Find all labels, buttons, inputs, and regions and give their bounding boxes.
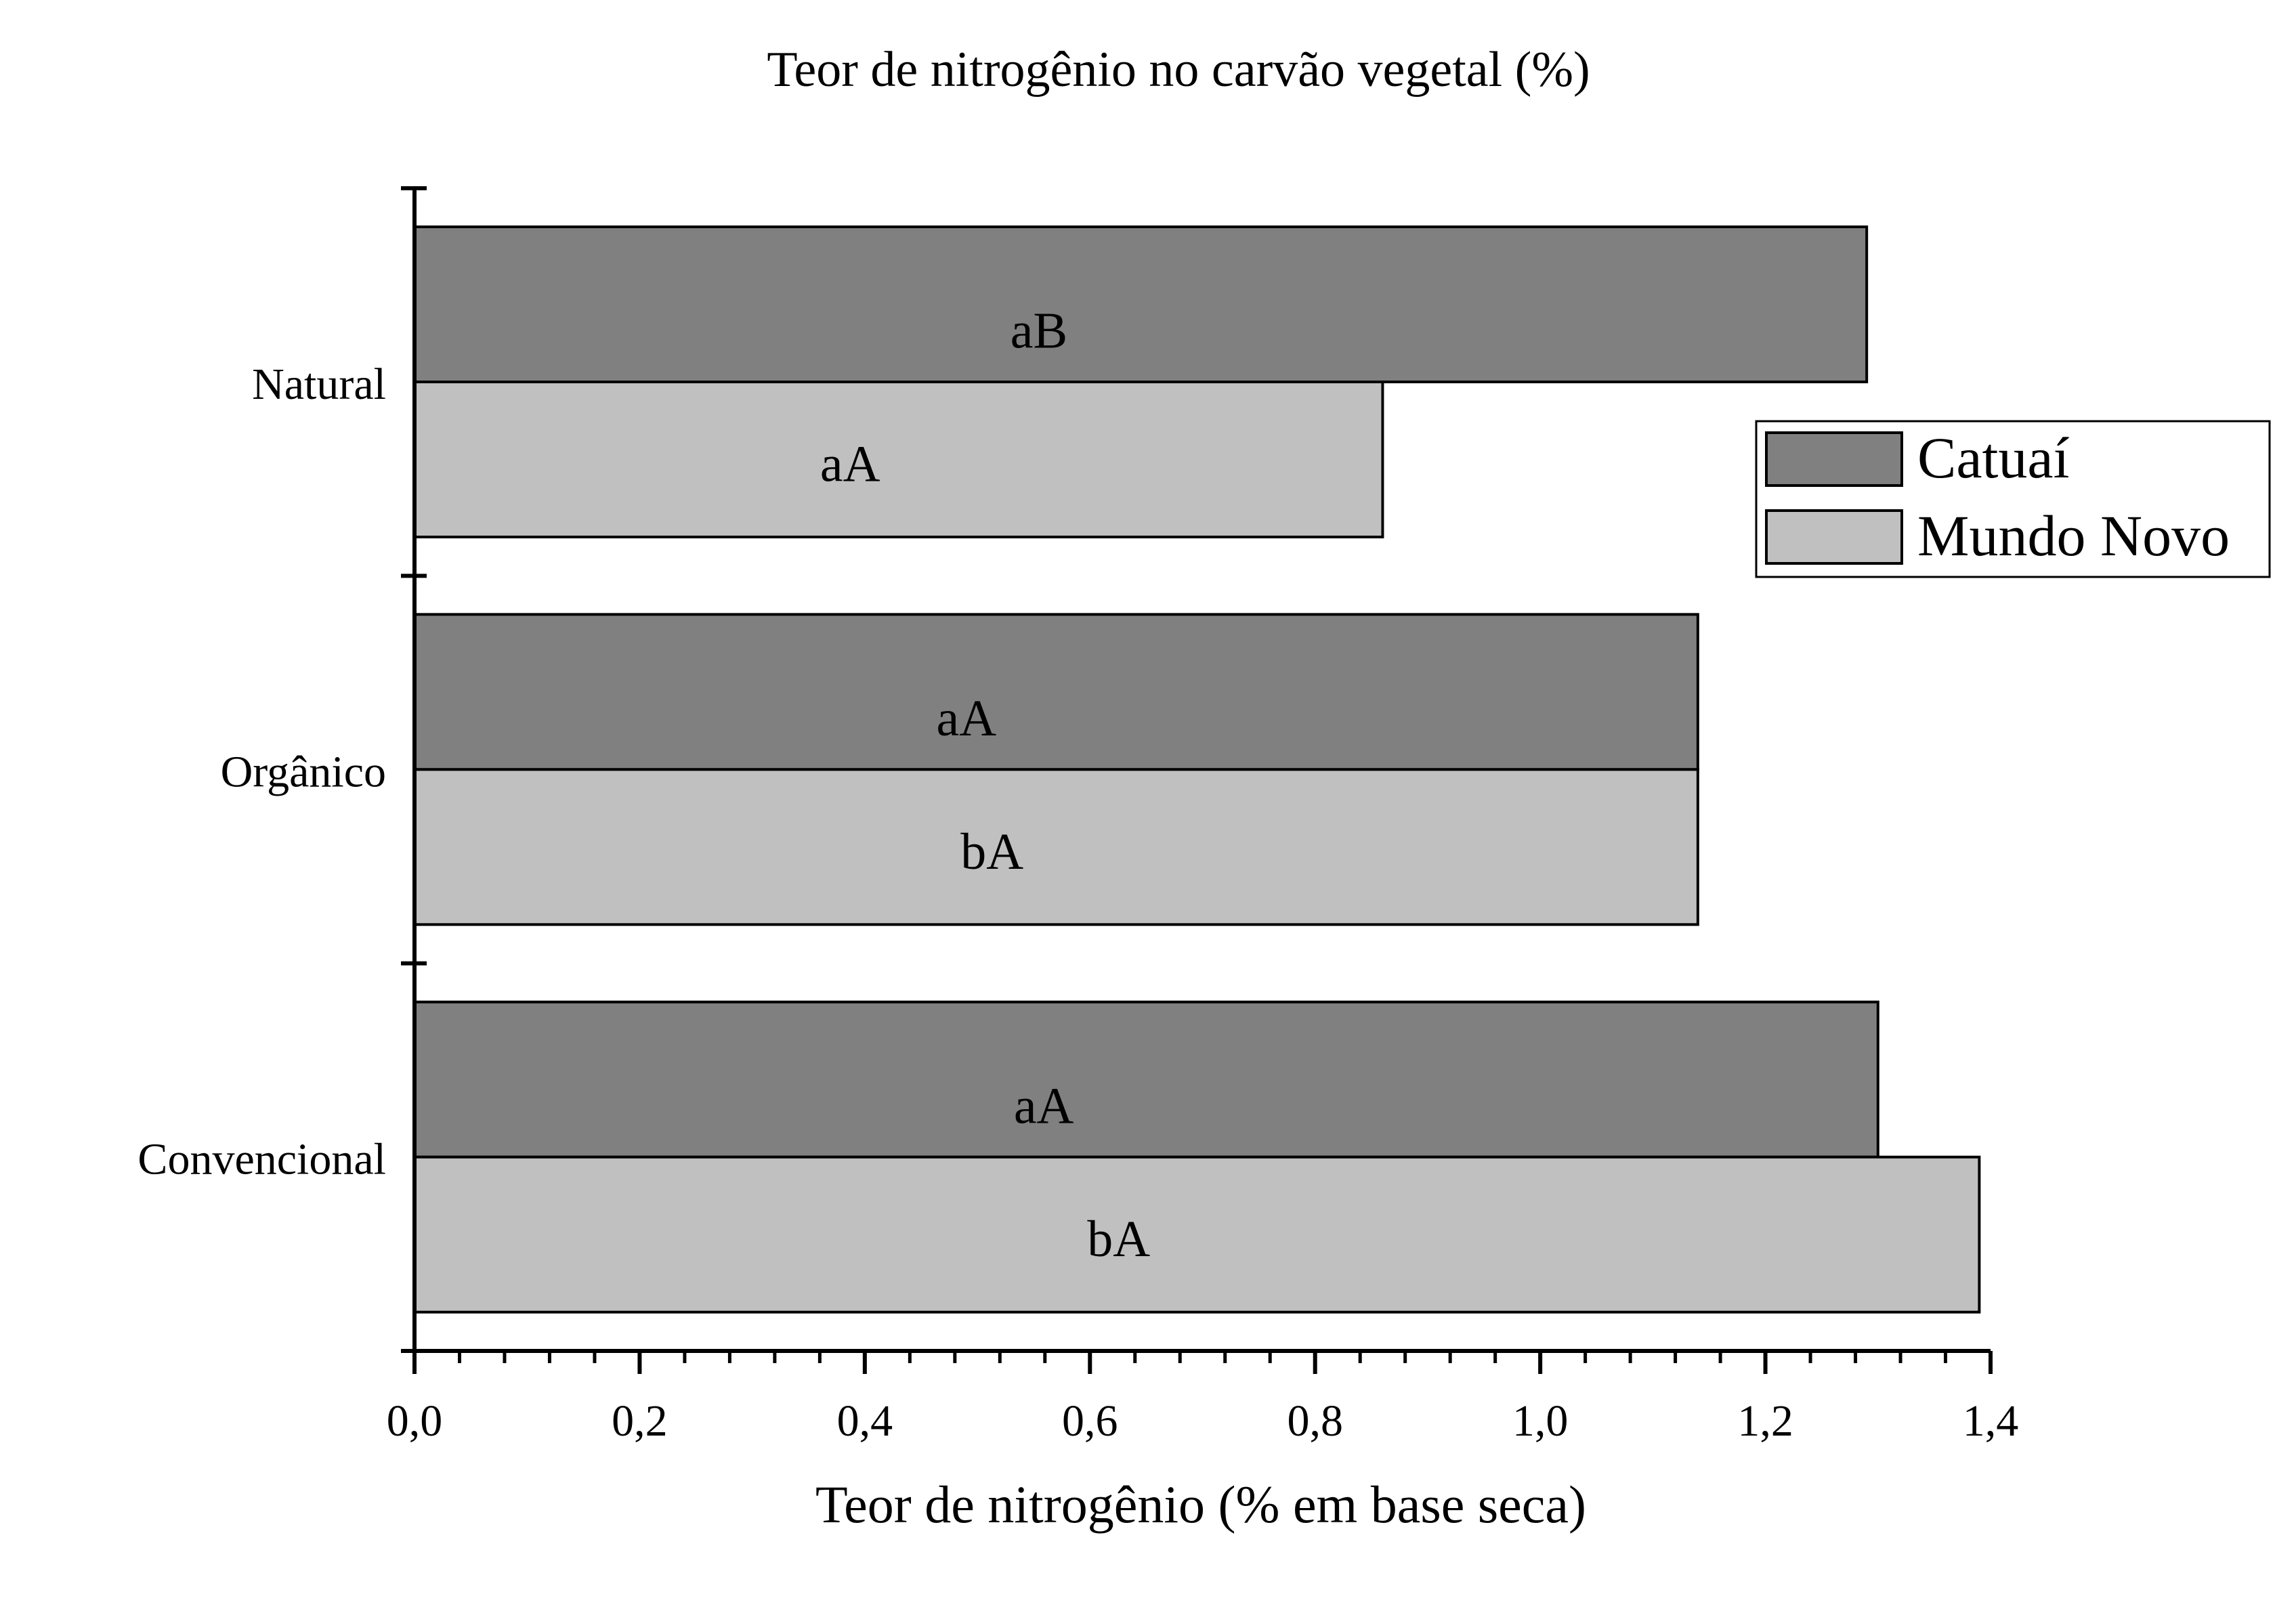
x-tick-label: 0,0	[387, 1396, 443, 1446]
bar-convencional-1	[413, 1155, 1981, 1314]
bar-natural-1	[413, 381, 1384, 538]
legend-label: Catuaí	[1917, 425, 2070, 490]
bars-layer: aB aA aA bA aA bA	[413, 225, 1981, 1314]
bar-data-label: aA	[936, 690, 996, 747]
bar-data-label: bA	[1087, 1211, 1150, 1268]
x-tick-label: 0,2	[612, 1396, 668, 1446]
bar-data-label: aB	[1011, 303, 1067, 360]
bar-data-label: aA	[1014, 1077, 1074, 1134]
x-tick-label: 1,2	[1737, 1396, 1793, 1446]
x-tick-label: 1,4	[1963, 1396, 2019, 1446]
bar-orgânico-0	[413, 613, 1699, 771]
y-tick-label: Convencional	[137, 1135, 386, 1184]
x-tick-label: 0,8	[1287, 1396, 1343, 1446]
bar-convencional-0	[413, 1000, 1879, 1159]
x-tick-label: 0,4	[837, 1396, 893, 1446]
legend-label: Mundo Novo	[1917, 503, 2230, 568]
legend-swatch	[1765, 509, 1903, 565]
bar-orgânico-1	[413, 768, 1699, 926]
bar-data-label: aA	[820, 436, 880, 493]
y-tick-label: Orgânico	[221, 747, 386, 796]
chart-title: Teor de nitrogênio no carvão vegetal (%)	[767, 42, 1590, 98]
x-tick-label: 1,0	[1512, 1396, 1569, 1446]
legend: Catuaí Mundo Novo	[1755, 420, 2271, 578]
bar-data-label: bA	[960, 823, 1023, 880]
x-axis-label: Teor de nitrogênio (% em base seca)	[815, 1475, 1586, 1534]
bar-natural-0	[413, 225, 1869, 383]
y-tick-label: Natural	[252, 360, 386, 409]
axes-layer: Natural Orgânico Convencional 0,0 0,2 0,4 0,6 0…	[137, 186, 2019, 1446]
legend-swatch	[1765, 431, 1903, 487]
x-tick-label: 0,6	[1062, 1396, 1118, 1446]
